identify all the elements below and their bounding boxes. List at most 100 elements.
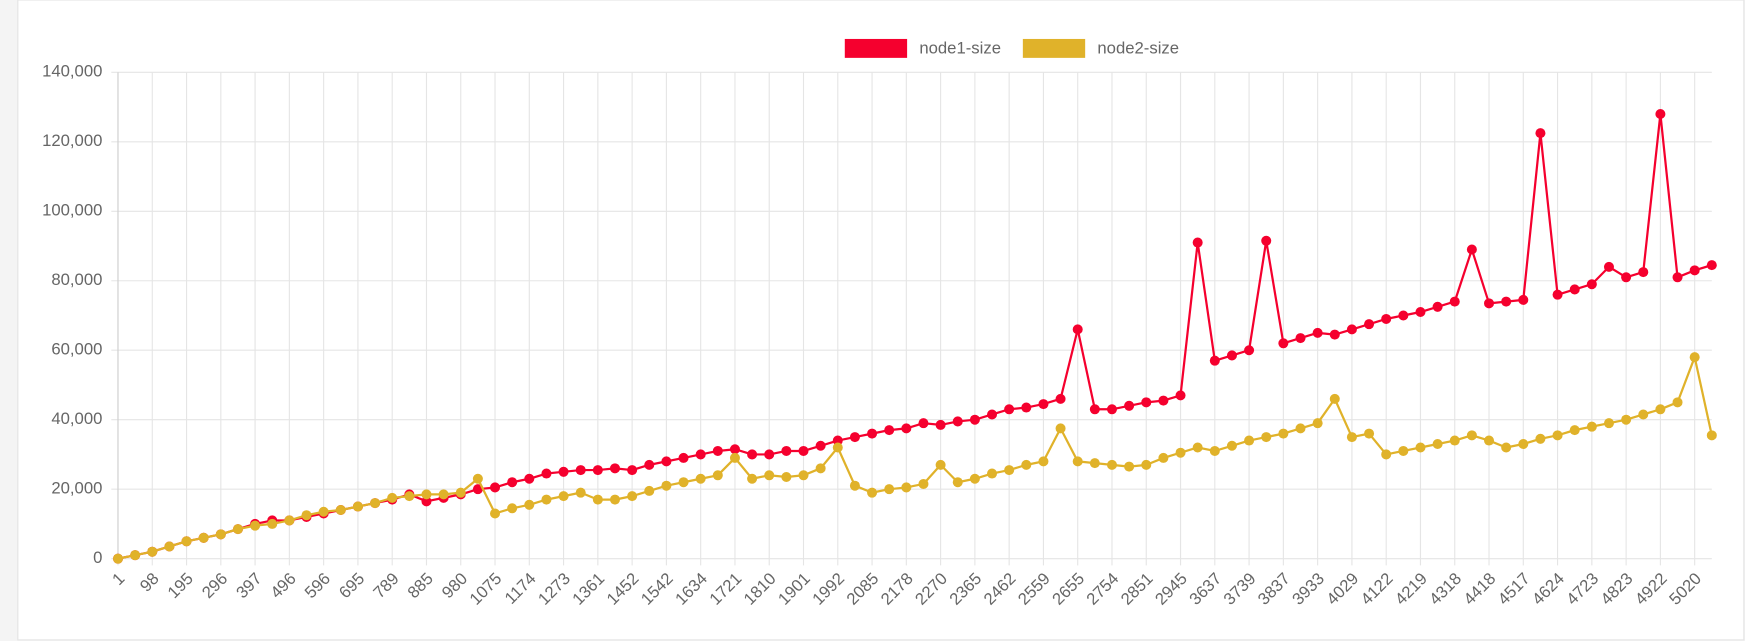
data-point: [438, 489, 449, 500]
data-point: [1158, 452, 1169, 463]
data-point: [421, 496, 432, 507]
data-point: [1244, 435, 1255, 446]
data-point: [952, 416, 963, 427]
plot: [112, 109, 1717, 564]
data-point: [1038, 399, 1049, 410]
data-point: [747, 449, 758, 460]
data-point: [1518, 439, 1529, 450]
data-point: [1158, 395, 1169, 406]
data-point: [849, 432, 860, 443]
data-point: [1501, 296, 1512, 307]
data-point: [987, 468, 998, 479]
data-point: [661, 480, 672, 491]
data-point: [1295, 333, 1306, 344]
data-point: [1364, 428, 1375, 439]
data-point: [849, 480, 860, 491]
data-point: [1141, 459, 1152, 470]
data-point: [1055, 393, 1066, 404]
data-point: [1124, 461, 1135, 472]
data-point: [507, 503, 518, 514]
data-point: [472, 484, 483, 495]
data-point: [1004, 465, 1015, 476]
data-point: [507, 477, 518, 488]
data-point: [1364, 319, 1375, 330]
data-point: [815, 463, 826, 474]
y-tick-label: 20,000: [51, 479, 102, 498]
data-point: [918, 418, 929, 429]
data-point: [301, 510, 312, 521]
data-point: [695, 473, 706, 484]
data-point: [712, 445, 723, 456]
data-point: [1346, 432, 1357, 443]
data-point: [558, 466, 569, 477]
data-point: [884, 425, 895, 436]
data-point: [609, 463, 620, 474]
legend-label[interactable]: node2-size: [1097, 38, 1179, 57]
data-point: [1569, 425, 1580, 436]
legend-label[interactable]: node1-size: [919, 38, 1001, 57]
data-point: [1089, 404, 1100, 415]
data-point: [609, 494, 620, 505]
data-point: [1038, 456, 1049, 467]
data-point: [1415, 442, 1426, 453]
data-point: [969, 414, 980, 425]
data-point: [935, 419, 946, 430]
data-point: [678, 452, 689, 463]
data-point: [112, 553, 123, 564]
data-point: [832, 435, 843, 446]
data-point: [1312, 418, 1323, 429]
data-point: [1689, 265, 1700, 276]
legend: node1-size node2-size: [844, 38, 1179, 58]
data-point: [490, 508, 501, 519]
y-tick-label: 60,000: [51, 340, 102, 359]
data-point: [781, 445, 792, 456]
data-point: [1655, 109, 1666, 120]
data-point: [1329, 329, 1340, 340]
data-point: [490, 482, 501, 493]
data-point: [644, 459, 655, 470]
data-point: [1021, 459, 1032, 470]
data-point: [1535, 433, 1546, 444]
data-point: [867, 487, 878, 498]
data-point: [1141, 397, 1152, 408]
data-point: [815, 440, 826, 451]
data-point: [644, 485, 655, 496]
data-point: [1706, 430, 1717, 441]
data-point: [1621, 272, 1632, 283]
data-point: [1466, 430, 1477, 441]
data-point: [592, 494, 603, 505]
data-point: [1449, 296, 1460, 307]
data-point: [1552, 289, 1563, 300]
data-point: [884, 484, 895, 495]
data-point: [541, 494, 552, 505]
data-point: [1449, 435, 1460, 446]
data-point: [1209, 445, 1220, 456]
data-point: [472, 473, 483, 484]
data-point: [798, 470, 809, 481]
data-point: [798, 445, 809, 456]
data-point: [1552, 430, 1563, 441]
data-point: [181, 536, 192, 547]
data-point: [1484, 435, 1495, 446]
data-point: [729, 452, 740, 463]
data-point: [284, 515, 295, 526]
data-point: [215, 529, 226, 540]
data-point: [592, 465, 603, 476]
data-point: [1175, 447, 1186, 458]
y-tick-label: 100,000: [42, 201, 102, 220]
data-point: [318, 506, 329, 517]
legend-swatch[interactable]: [844, 38, 908, 58]
data-point: [661, 456, 672, 467]
data-point: [1381, 449, 1392, 460]
data-point: [695, 449, 706, 460]
data-point: [935, 459, 946, 470]
data-point: [1192, 442, 1203, 453]
data-point: [1672, 397, 1683, 408]
data-point: [1518, 294, 1529, 305]
data-point: [1261, 432, 1272, 443]
data-point: [969, 473, 980, 484]
legend-swatch[interactable]: [1022, 38, 1086, 58]
data-point: [387, 492, 398, 503]
data-point: [232, 524, 243, 535]
